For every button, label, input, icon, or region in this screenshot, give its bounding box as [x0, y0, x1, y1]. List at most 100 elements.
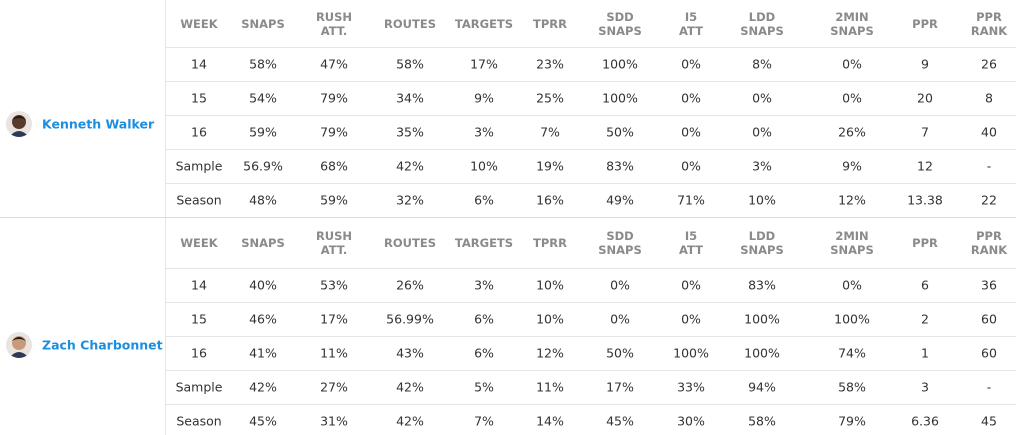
table-cell: 50% — [606, 345, 634, 361]
player-name[interactable]: Kenneth Walker — [42, 116, 155, 132]
table-cell: 23% — [536, 56, 564, 72]
column-header: TPRR — [533, 235, 567, 250]
table-cell: 58% — [396, 56, 424, 72]
row-border — [166, 302, 1016, 303]
table-cell: 25% — [536, 90, 564, 106]
table-cell: 60 — [981, 311, 997, 327]
table-cell: 100% — [744, 311, 780, 327]
table-cell: 60 — [981, 345, 997, 361]
table-cell: 8% — [752, 56, 772, 72]
table-cell: 20 — [917, 90, 933, 106]
table-cell: 40% — [249, 277, 277, 293]
table-cell: 14 — [191, 56, 207, 72]
table-cell: 58% — [838, 379, 866, 395]
table-cell: 16% — [536, 192, 564, 208]
table-cell: 0% — [610, 277, 630, 293]
table-cell: - — [986, 379, 992, 395]
table-cell: 59% — [249, 124, 277, 140]
table-cell: 58% — [249, 56, 277, 72]
table-cell: 0% — [842, 56, 862, 72]
table-cell: 19% — [536, 158, 564, 174]
table-cell: 79% — [838, 413, 866, 429]
row-border — [166, 81, 1016, 82]
table-cell: 3 — [921, 379, 929, 395]
table-cell: 100% — [834, 311, 870, 327]
table-cell: 7% — [540, 124, 560, 140]
table-cell: 53% — [320, 277, 348, 293]
row-border — [166, 183, 1016, 184]
table-cell: 11% — [536, 379, 564, 395]
table-cell: 27% — [320, 379, 348, 395]
column-header: ROUTES — [384, 235, 436, 250]
column-header: RUSH ATT. — [315, 9, 353, 38]
column-header: TARGETS — [454, 16, 514, 31]
table-cell: 83% — [606, 158, 634, 174]
table-cell: 7% — [474, 413, 494, 429]
table-cell: 0% — [681, 277, 701, 293]
table-cell: 56.99% — [386, 311, 434, 327]
table-cell: 83% — [748, 277, 776, 293]
table-cell: 12 — [917, 158, 933, 174]
table-cell: 79% — [320, 124, 348, 140]
table-cell: 10% — [536, 277, 564, 293]
table-cell: 6% — [474, 345, 494, 361]
table-cell: 9% — [474, 90, 494, 106]
column-header: SDD SNAPS — [598, 9, 642, 38]
table-cell: 26% — [838, 124, 866, 140]
table-cell: 17% — [470, 56, 498, 72]
table-cell: 16 — [191, 345, 207, 361]
table-cell: 74% — [838, 345, 866, 361]
table-cell: 7 — [921, 124, 929, 140]
row-border — [166, 149, 1016, 150]
column-header: PPR — [912, 16, 938, 31]
table-cell: 42% — [396, 379, 424, 395]
row-border — [166, 336, 1016, 337]
table-cell: 0% — [681, 124, 701, 140]
table-cell: 35% — [396, 124, 424, 140]
table-cell: 41% — [249, 345, 277, 361]
table-cell: 11% — [320, 345, 348, 361]
table-cell: 100% — [602, 56, 638, 72]
table-cell: 36 — [981, 277, 997, 293]
table-cell: 54% — [249, 90, 277, 106]
table-cell: 79% — [320, 90, 348, 106]
column-header: 2MIN SNAPS — [830, 9, 874, 38]
table-cell: 49% — [606, 192, 634, 208]
row-border — [166, 404, 1016, 405]
table-cell: 50% — [606, 124, 634, 140]
table-cell: 14 — [191, 277, 207, 293]
table-cell: 12% — [536, 345, 564, 361]
row-border — [166, 115, 1016, 116]
table-cell: 34% — [396, 90, 424, 106]
table-cell: 8 — [985, 90, 993, 106]
column-header: ROUTES — [384, 16, 436, 31]
row-border — [166, 47, 1016, 48]
table-cell: 0% — [752, 90, 772, 106]
player-name[interactable]: Zach Charbonnet — [42, 337, 163, 353]
table-cell: 3% — [474, 124, 494, 140]
avatar-icon — [9, 336, 29, 358]
column-header: SNAPS — [241, 16, 285, 31]
table-cell: 56.9% — [243, 158, 283, 174]
column-header: PPR RANK — [970, 228, 1008, 257]
column-header: SDD SNAPS — [598, 228, 642, 257]
block-divider — [0, 217, 1016, 218]
table-cell: 48% — [249, 192, 277, 208]
table-cell: 30% — [677, 413, 705, 429]
table-cell: 45% — [249, 413, 277, 429]
table-cell: 5% — [474, 379, 494, 395]
table-cell: 6.36 — [911, 413, 939, 429]
table-cell: 94% — [748, 379, 776, 395]
table-cell: 14% — [536, 413, 564, 429]
table-cell: Season — [176, 413, 222, 429]
table-cell: 22 — [981, 192, 997, 208]
table-cell: 15 — [191, 90, 207, 106]
table-cell: 32% — [396, 192, 424, 208]
table-cell: 0% — [681, 158, 701, 174]
table-cell: 6 — [921, 277, 929, 293]
table-cell: Sample — [175, 158, 223, 174]
table-cell: 0% — [681, 311, 701, 327]
table-cell: 0% — [681, 90, 701, 106]
table-cell: 31% — [320, 413, 348, 429]
